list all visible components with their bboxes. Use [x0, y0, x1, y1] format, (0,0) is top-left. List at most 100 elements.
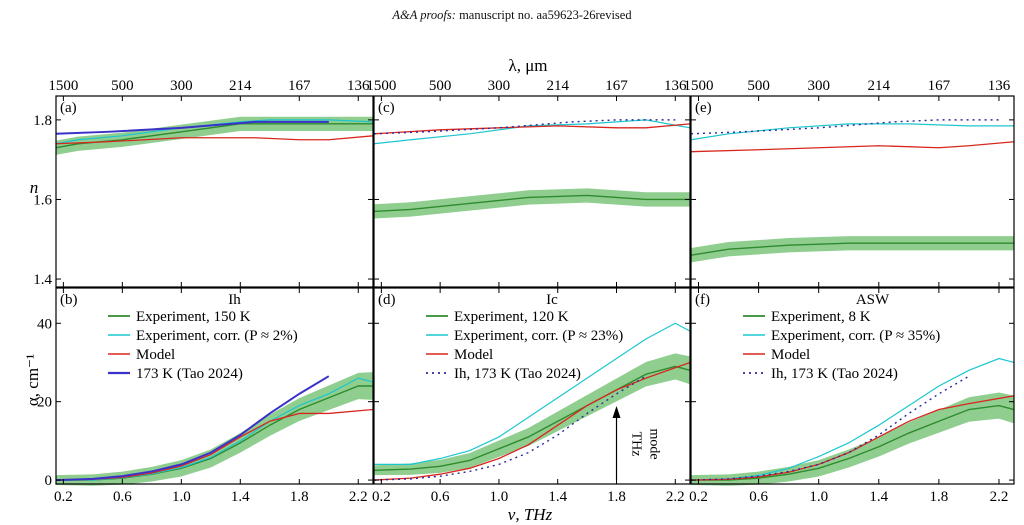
top-axis-label: λ, μm [508, 56, 547, 75]
panel-b: (b)0.2 0.6 1.0 1.4 1.8 2.202040IhExperiment, … [37, 287, 374, 505]
series-line-3 [690, 119, 999, 135]
y-tick-label: 1.4 [33, 272, 52, 288]
panel-frame [55, 95, 374, 288]
legend-label: Experiment, 150 K [136, 309, 251, 325]
x-tick-label: 2.2 [990, 489, 1009, 505]
series-line-0 [373, 365, 691, 471]
legend-label: Model [136, 347, 175, 363]
x-tick-label: 1.4 [231, 489, 250, 505]
series-line-3 [55, 120, 329, 135]
x-tick-label: 2.2 [349, 489, 368, 505]
panel-e: (e) 1500 500 300 214 167 136 [684, 78, 1015, 288]
top-tick-label: 136 [347, 78, 370, 94]
uncertainty-band [691, 236, 1014, 263]
annotation-text: mode [647, 428, 662, 459]
annotation-text: THz [629, 432, 644, 457]
panel-letter: (c) [378, 100, 395, 116]
y-tick-label: 40 [37, 316, 52, 332]
annotation-arrow-head [612, 406, 621, 418]
top-tick-label: 167 [288, 78, 311, 94]
y-tick-label: 20 [37, 395, 52, 411]
legend-label: Model [454, 347, 493, 363]
legend-label: Ih, 173 K (Tao 2024) [771, 366, 898, 382]
uncertainty-band [56, 116, 373, 155]
series-line-2 [373, 361, 691, 481]
series-line-2 [55, 408, 374, 481]
x-tick-label: 1.8 [290, 489, 309, 505]
panel-letter: (e) [695, 100, 712, 116]
top-tick-label: 500 [429, 78, 452, 94]
uncertainty-band [56, 372, 373, 486]
panel-letter: (d) [378, 292, 396, 308]
panel-frame [373, 95, 691, 288]
series-line-3 [690, 375, 970, 481]
panel-frame [690, 287, 1015, 485]
series-line-3 [373, 119, 676, 135]
x-tick-label: 1.4 [869, 489, 888, 505]
y-tick-label: 1.6 [33, 192, 52, 208]
series-line-0 [373, 194, 690, 213]
journal-name: A&A proofs: [392, 8, 456, 22]
panel-frame [373, 287, 691, 485]
manuscript-id: manuscript no. aa59623-26revised [459, 8, 632, 22]
series-line-0 [691, 404, 1015, 481]
top-tick-label: 1500 [366, 78, 396, 94]
x-tick-label: 0.2 [54, 489, 73, 505]
n-axis-label: n [30, 178, 39, 197]
uncertainty-band [374, 188, 690, 219]
top-tick-label: 300 [170, 78, 193, 94]
panel-letter: (b) [60, 292, 78, 308]
legend-label: 173 K (Tao 2024) [136, 366, 243, 382]
series-line-2 [373, 123, 691, 135]
legend-label: Experiment, corr. (P ≈ 2%) [136, 328, 298, 344]
legend-label: Experiment, 8 K [771, 309, 871, 325]
top-tick-label: 214 [546, 78, 569, 94]
top-tick-label: 136 [988, 78, 1011, 94]
top-tick-label: 1500 [48, 78, 78, 94]
legend-label: Experiment, 120 K [454, 309, 569, 325]
series-line-1 [374, 322, 691, 465]
top-tick-label: 300 [807, 78, 830, 94]
top-tick-label: 214 [229, 78, 252, 94]
uncertainty-band [374, 353, 690, 476]
top-tick-label: 300 [488, 78, 511, 94]
x-tick-label: 1.8 [607, 489, 626, 505]
legend-label: Experiment, corr. (P ≈ 23%) [454, 328, 623, 344]
series-line-3 [55, 375, 330, 482]
alpha-axis-label: α, cm⁻¹ [23, 354, 42, 406]
x-tick-label: 1.0 [490, 489, 509, 505]
series-line-2 [690, 141, 1015, 153]
panel-a: (a) 1500 500 300 214 167 136 1.4 1.6 1.8 [33, 78, 374, 288]
panel-title: Ic [546, 292, 558, 308]
panel-c: (c) 1500 500 300 214 167 136 [366, 78, 691, 288]
page-header: A&A proofs: manuscript no. aa59623-26rev… [0, 8, 1024, 23]
series-line-3 [373, 375, 647, 481]
y-tick-label: 1.8 [33, 113, 52, 129]
series-line-1 [690, 357, 1015, 481]
panel-frame [55, 287, 374, 485]
top-tick-label: 167 [928, 78, 951, 94]
series-line-2 [55, 135, 374, 145]
x-tick-label: 0.6 [431, 489, 450, 505]
series-line-2 [690, 395, 1015, 481]
x-tick-label: 1.8 [930, 489, 949, 505]
series-line-1 [690, 123, 1014, 141]
x-tick-label: 1.0 [172, 489, 191, 505]
legend-label: Ih, 173 K (Tao 2024) [454, 366, 581, 382]
panel-letter: (a) [60, 100, 77, 116]
y-tick-label: 0 [45, 473, 53, 489]
x-axis-label: ν, THz [508, 505, 553, 524]
top-tick-label: 500 [747, 78, 770, 94]
x-tick-label: 1.4 [548, 489, 567, 505]
top-tick-label: 1500 [684, 78, 714, 94]
panel-title: Ih [228, 292, 241, 308]
x-tick-label: 1.0 [809, 489, 828, 505]
panel-letter: (f) [695, 292, 710, 308]
top-tick-label: 136 [664, 78, 687, 94]
x-tick-label: 2.2 [666, 489, 685, 505]
panel-frame [690, 95, 1015, 288]
top-tick-label: 500 [111, 78, 134, 94]
x-tick-label: 0.6 [113, 489, 132, 505]
